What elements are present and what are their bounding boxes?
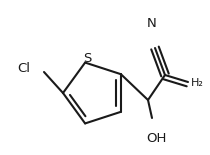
Text: H₂: H₂	[191, 78, 204, 88]
Text: OH: OH	[146, 132, 166, 145]
Text: S: S	[83, 52, 91, 65]
Text: Cl: Cl	[17, 62, 30, 75]
Text: N: N	[147, 17, 157, 30]
